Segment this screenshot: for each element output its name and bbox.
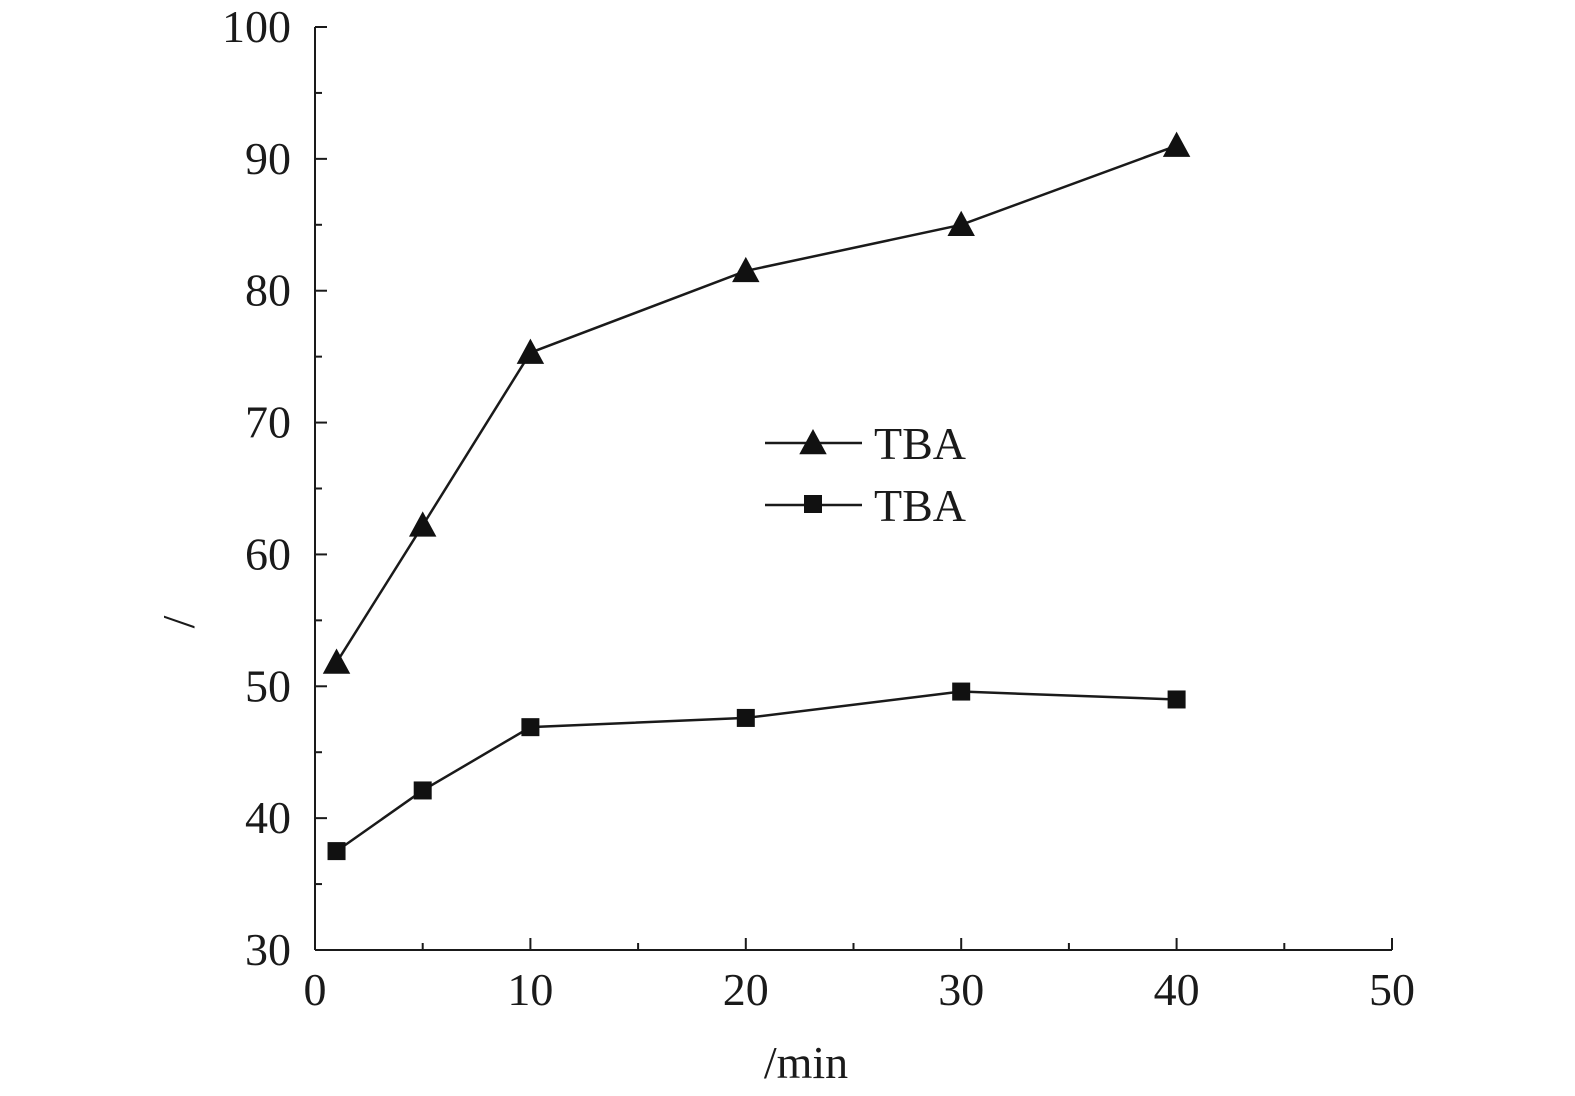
x-tick-label: 40 [1154, 964, 1200, 1015]
triangle-marker [516, 338, 545, 364]
y-tick-label: 90 [245, 133, 291, 184]
y-tick-label: 40 [245, 792, 291, 843]
series-group [322, 131, 1191, 861]
square-marker [521, 718, 540, 737]
legend-triangle-marker [799, 429, 827, 455]
square-marker [1167, 690, 1186, 709]
y-tick-label: 100 [222, 1, 291, 52]
x-tick-label: 10 [507, 964, 553, 1015]
series-2 [327, 682, 1186, 861]
x-axis-label: /min [764, 1037, 848, 1088]
legend-item-2: TBA [765, 480, 966, 531]
x-tick-label: 50 [1369, 964, 1415, 1015]
triangle-marker [732, 256, 760, 283]
y-tick-label: 80 [245, 265, 291, 316]
y-tick-label: 70 [245, 397, 291, 448]
y-axis-label: / [153, 615, 204, 628]
x-tick-label: 20 [723, 964, 769, 1015]
triangle-marker [1162, 131, 1191, 157]
y-tick-label: 30 [245, 924, 291, 975]
y-tick-label: 50 [245, 660, 291, 711]
x-tick-label: 0 [304, 964, 327, 1015]
x-tick-label: 30 [938, 964, 984, 1015]
square-marker [736, 708, 755, 727]
legend-square-marker [804, 495, 822, 513]
legend-label: TBA [874, 418, 966, 469]
square-marker [952, 682, 971, 701]
legend-label: TBA [874, 480, 966, 531]
square-marker [327, 842, 346, 861]
series-1 [322, 131, 1191, 674]
y-tick-label: 60 [245, 528, 291, 579]
triangle-marker [408, 511, 437, 537]
series-line [335, 144, 1178, 664]
triangle-marker [947, 210, 975, 236]
triangle-marker [322, 648, 351, 674]
axes: 30 40 50 60 70 80 90 100 0 10 20 30 40 50 [222, 1, 1415, 1015]
square-marker [413, 781, 432, 800]
legend: TBA TBA [765, 418, 966, 531]
series-line [335, 690, 1177, 853]
legend-item-1: TBA [765, 418, 966, 469]
